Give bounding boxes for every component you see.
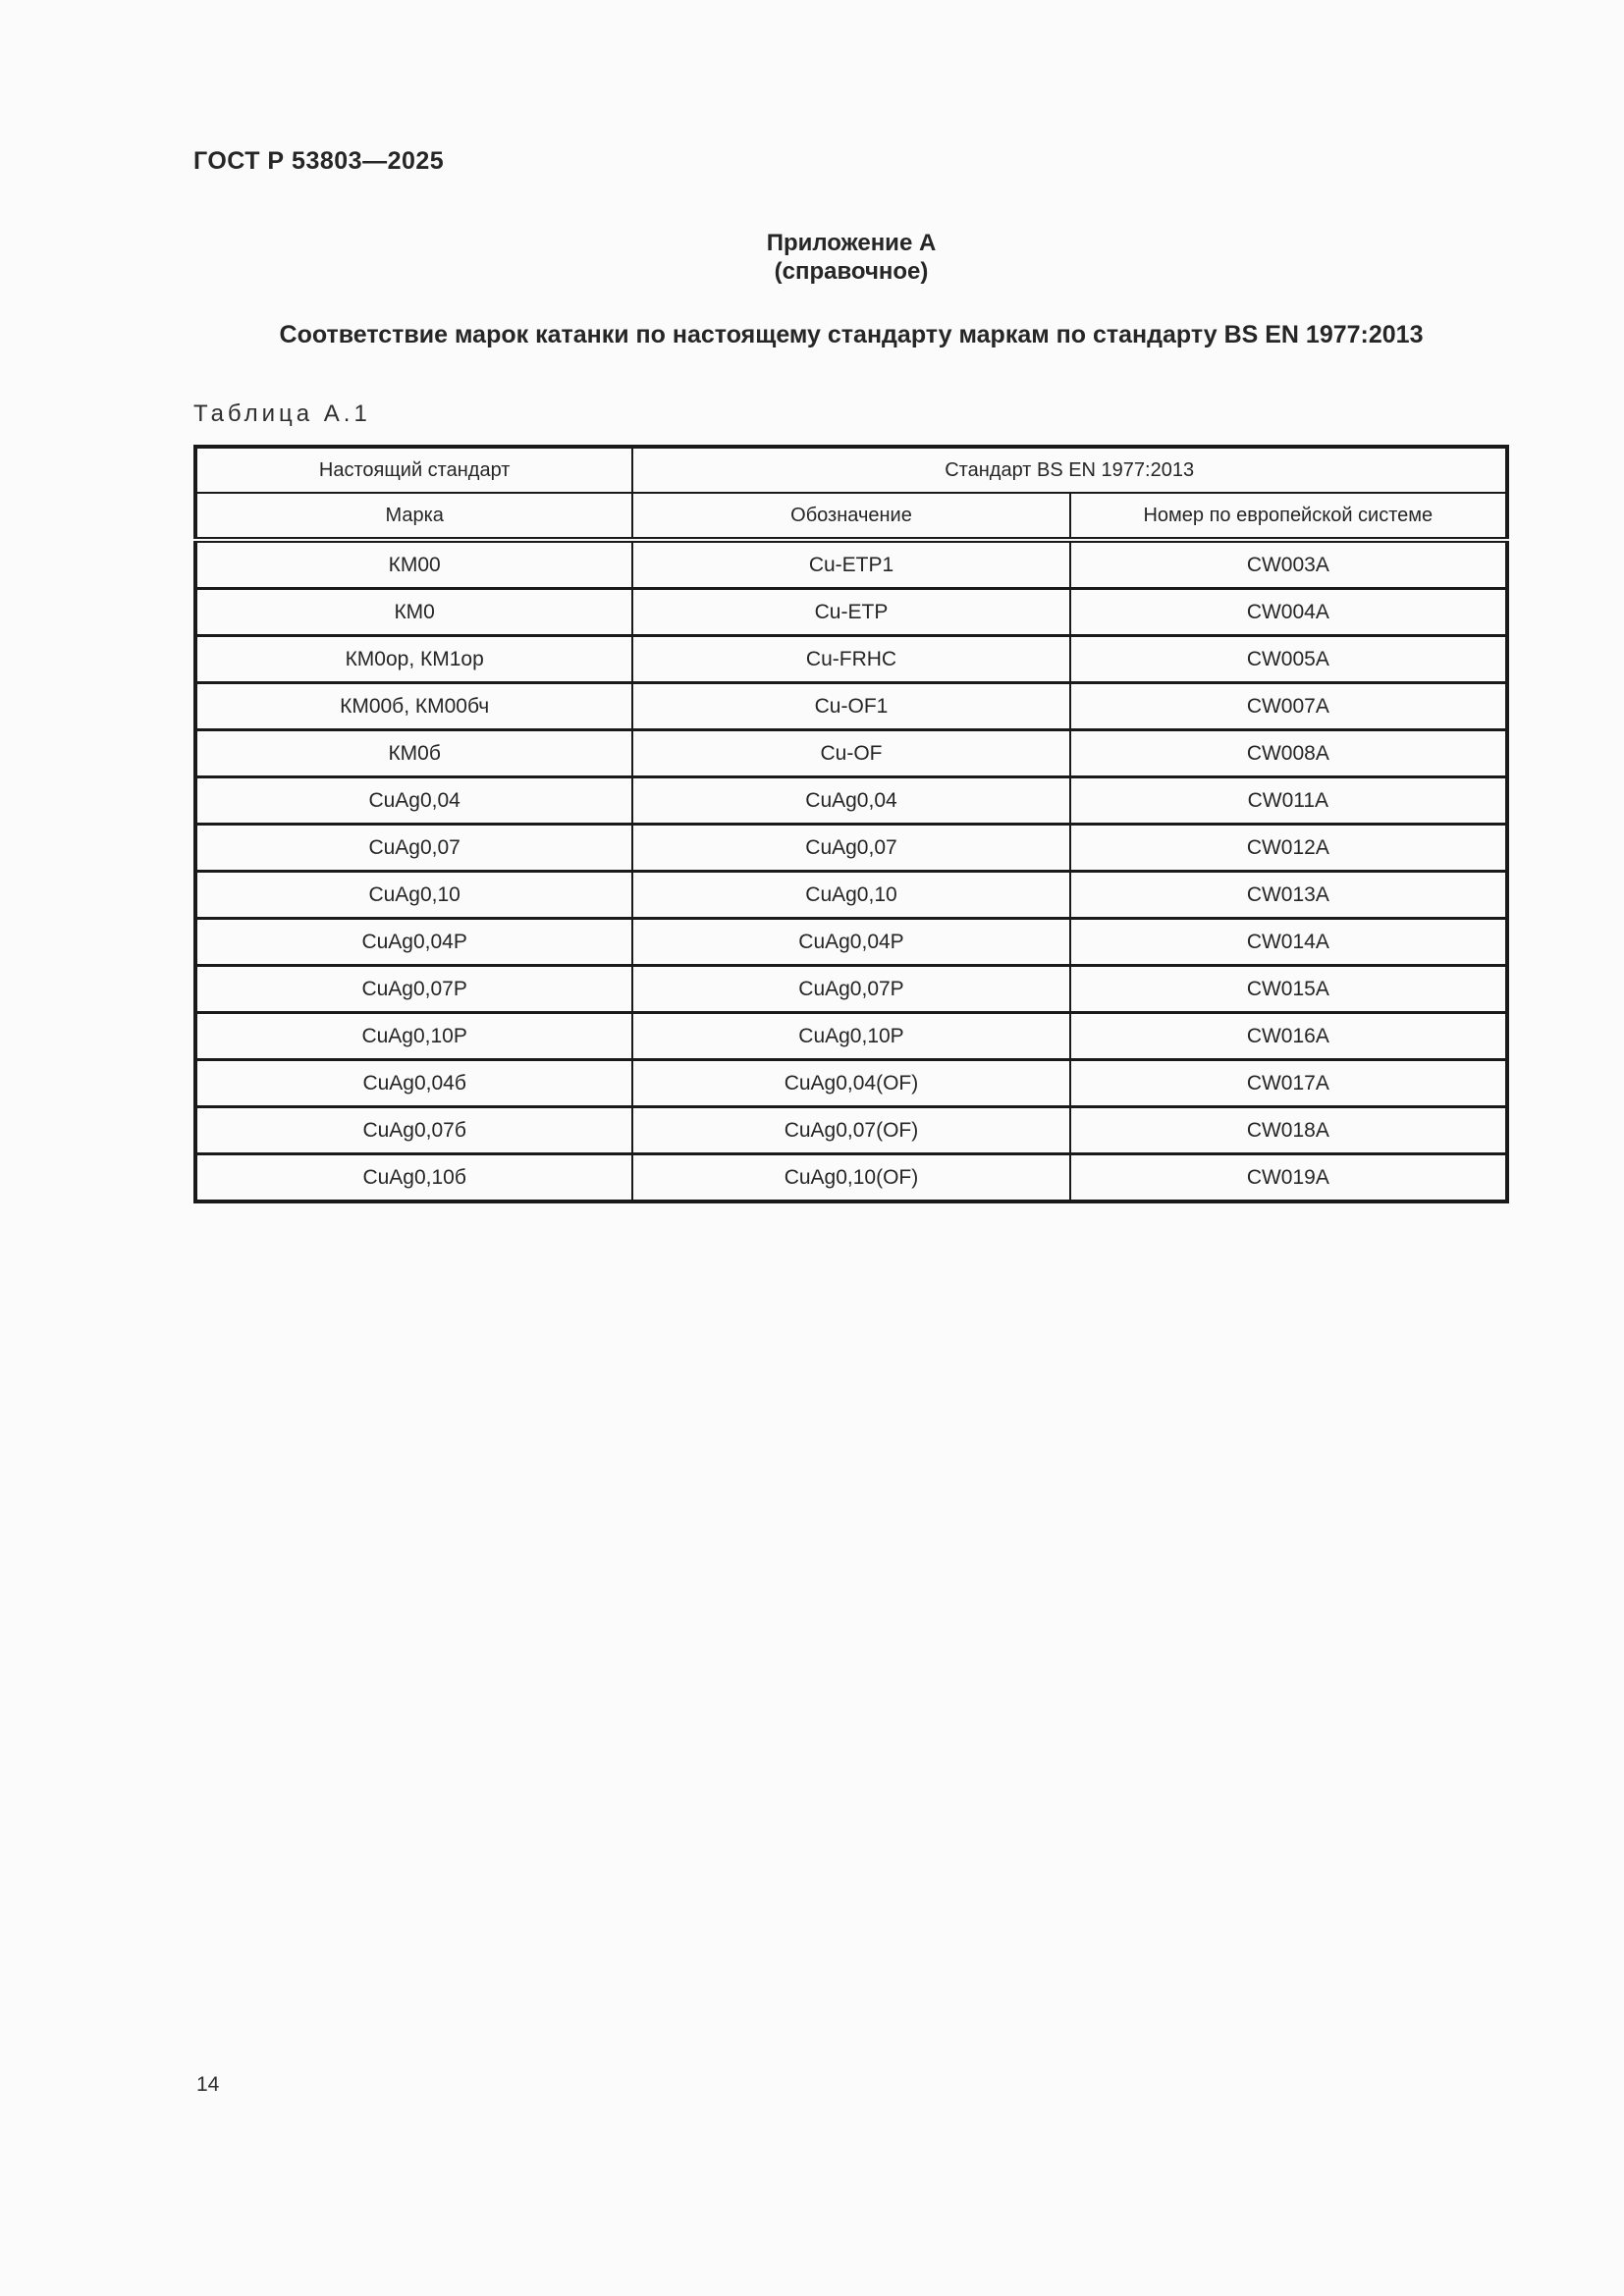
table-cell: CW005A <box>1068 634 1509 684</box>
table-cell: CuAg0,07P <box>193 964 634 1014</box>
table-row: КМ00б, КМ00бч Cu-OF1 CW007A <box>193 681 1509 731</box>
table-row: КМ00 Cu-ETP1 CW003A <box>193 538 1509 590</box>
table-cell: CW018A <box>1068 1105 1509 1155</box>
table-cell: Cu-OF <box>631 728 1071 778</box>
header-cell-euro-number: Номер по европейской системе <box>1068 492 1509 543</box>
table-cell: CuAg0,04P <box>631 917 1071 967</box>
table-cell: CuAg0,04б <box>193 1058 634 1108</box>
table-row: CuAg0,04б CuAg0,04(OF) CW017A <box>193 1058 1509 1108</box>
table-cell: Cu-FRHC <box>631 634 1071 684</box>
table-row: CuAg0,07P CuAg0,07P CW015A <box>193 964 1509 1014</box>
table-cell: CuAg0,07(OF) <box>631 1105 1071 1155</box>
header-cell-bs-en-standard: Стандарт BS EN 1977:2013 <box>631 446 1508 494</box>
table-cell: CuAg0,04 <box>631 775 1071 826</box>
table-cell: CuAg0,10P <box>193 1011 634 1061</box>
table-cell: CuAg0,07P <box>631 964 1071 1014</box>
table-cell: CW016A <box>1068 1011 1509 1061</box>
table-row: CuAg0,07 CuAg0,07 CW012A <box>193 823 1509 873</box>
table-cell: CW014A <box>1068 917 1509 967</box>
table-cell: CW007A <box>1068 681 1509 731</box>
table-cell: CuAg0,10(OF) <box>631 1152 1071 1203</box>
table-row: CuAg0,04 CuAg0,04 CW011A <box>193 775 1509 826</box>
table-row: КМ0 Cu-ETP CW004A <box>193 587 1509 637</box>
table-cell: CuAg0,10 <box>193 870 634 920</box>
table-cell: CW004A <box>1068 587 1509 637</box>
table-cell: КМ0б <box>193 728 634 778</box>
table-cell: Cu-ETP <box>631 587 1071 637</box>
table-caption: Таблица А.1 <box>193 400 371 427</box>
table-cell: CW011A <box>1068 775 1509 826</box>
table-row: КМ0ор, КМ1ор Cu-FRHC CW005A <box>193 634 1509 684</box>
table-cell: CuAg0,04 <box>193 775 634 826</box>
table-cell: CW019A <box>1068 1152 1509 1203</box>
table-row: КМ0б Cu-OF CW008A <box>193 728 1509 778</box>
table-cell: CuAg0,10P <box>631 1011 1071 1061</box>
header-cell-designation: Обозначение <box>631 492 1071 543</box>
appendix-type: (справочное) <box>774 258 929 285</box>
table-row: CuAg0,10P CuAg0,10P CW016A <box>193 1011 1509 1061</box>
table-cell: CW013A <box>1068 870 1509 920</box>
header-cell-current-standard: Настоящий стандарт <box>193 446 634 494</box>
table-row: CuAg0,10 CuAg0,10 CW013A <box>193 870 1509 920</box>
table-header-row-standards: Настоящий стандарт Стандарт BS EN 1977:2… <box>193 446 1508 494</box>
table-cell: CW008A <box>1068 728 1509 778</box>
doc-code: ГОСТ Р 53803—2025 <box>193 147 445 175</box>
table-cell: CW012A <box>1068 823 1509 873</box>
table-cell: КМ0 <box>193 587 634 637</box>
table-cell: CW003A <box>1068 538 1509 590</box>
header-cell-mark: Марка <box>193 492 634 543</box>
table-cell: CuAg0,04P <box>193 917 634 967</box>
table-cell: CuAg0,07 <box>193 823 634 873</box>
table-row: CuAg0,07б CuAg0,07(OF) CW018A <box>193 1105 1509 1155</box>
table-cell: CuAg0,04(OF) <box>631 1058 1071 1108</box>
table-cell: CW017A <box>1068 1058 1509 1108</box>
table-cell: CuAg0,10 <box>631 870 1071 920</box>
table-cell: CuAg0,07 <box>631 823 1071 873</box>
correspondence-table: Настоящий стандарт Стандарт BS EN 1977:2… <box>193 445 1509 1203</box>
table-header-row-columns: Марка Обозначение Номер по европейской с… <box>193 492 1509 543</box>
appendix-title: Соответствие марок катанки по настоящему… <box>279 321 1424 348</box>
table-body: КМ00 Cu-ETP1 CW003A КМ0 Cu-ETP CW004A КМ0ор, К… <box>193 538 1509 1203</box>
table-cell: CuAg0,10б <box>193 1152 634 1203</box>
table-cell: CW015A <box>1068 964 1509 1014</box>
table-cell: Cu-ETP1 <box>631 538 1071 590</box>
table-row: CuAg0,10б CuAg0,10(OF) CW019A <box>193 1152 1509 1203</box>
table-row: CuAg0,04P CuAg0,04P CW014A <box>193 917 1509 967</box>
table-cell: КМ00б, КМ00бч <box>193 681 634 731</box>
page-number: 14 <box>196 2073 220 2096</box>
appendix-label: Приложение А <box>766 230 937 256</box>
table-cell: CuAg0,07б <box>193 1105 634 1155</box>
table-cell: КМ0ор, КМ1ор <box>193 634 634 684</box>
table-cell: КМ00 <box>193 538 634 590</box>
table-cell: Cu-OF1 <box>631 681 1071 731</box>
